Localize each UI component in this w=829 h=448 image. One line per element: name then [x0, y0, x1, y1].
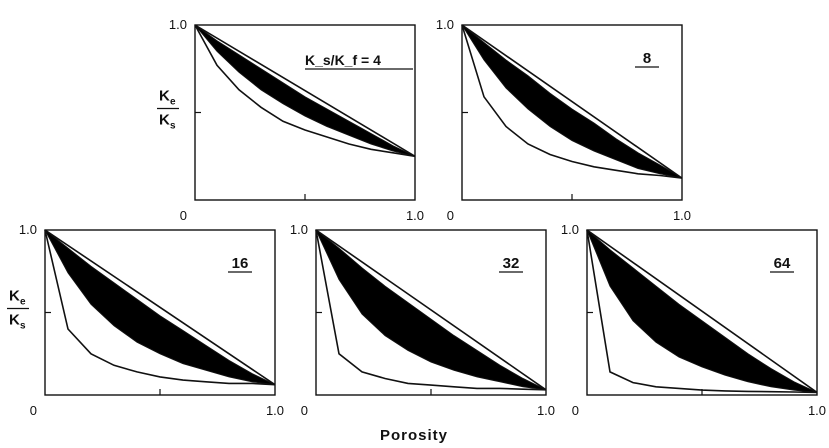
y-tick-label-top: 1.0: [169, 17, 187, 32]
lower-bound-curve: [586, 229, 818, 394]
x-tick-label-end: 1.0: [406, 208, 424, 223]
y-tick-label-top: 1.0: [19, 222, 37, 237]
upper-bound-line: [315, 229, 547, 391]
panel-label: 64: [774, 255, 791, 272]
upper-bound-line: [44, 229, 276, 386]
upper-bound-line: [586, 229, 818, 394]
x-tick-label-end: 1.0: [808, 403, 826, 418]
lower-bound-curve: [44, 229, 276, 386]
y-label-numerator: K: [159, 88, 170, 105]
x-tick-label-end: 1.0: [266, 403, 284, 418]
y-tick-label-top: 1.0: [561, 222, 579, 237]
y-label-denominator: K: [9, 312, 20, 329]
chart-panel-64: 1.0 0 1.0 64: [561, 222, 826, 418]
panel-label: 8: [643, 50, 651, 67]
x-tick-label-start: 0: [180, 208, 187, 223]
y-label-numerator-subscript: e: [170, 97, 176, 108]
chart-panel-4: 1.0 0 1.0 K_s/K_f = 4 K eK s: [157, 17, 424, 223]
upper-bound-line: [461, 24, 683, 179]
y-label-numerator: K: [9, 288, 20, 305]
y-label-denominator: K: [159, 112, 170, 129]
chart-panel-32: 1.0 0 1.0 32: [290, 222, 555, 418]
lower-bound-curve: [194, 24, 416, 158]
chart-panel-8: 1.0 0 1.0 8: [436, 17, 691, 223]
y-label-denominator-subscript: s: [20, 321, 26, 332]
x-tick-label-end: 1.0: [537, 403, 555, 418]
x-tick-label-start: 0: [30, 403, 37, 418]
upper-bound-line: [194, 24, 416, 157]
chart-panel-16: 1.0 0 1.0 16 K eK s: [7, 222, 284, 418]
y-label-numerator-subscript: e: [20, 297, 26, 308]
y-tick-label-top: 1.0: [290, 222, 308, 237]
y-label-denominator-subscript: s: [170, 121, 176, 132]
x-tick-label-start: 0: [301, 403, 308, 418]
lower-bound-curve: [461, 24, 683, 179]
x-tick-label-end: 1.0: [673, 208, 691, 223]
x-tick-label-start: 0: [447, 208, 454, 223]
panel-label: 16: [232, 255, 249, 272]
lower-bound-curve: [315, 229, 547, 391]
x-axis-label: Porosity: [380, 427, 448, 444]
panel-label: K_s/K_f = 4: [305, 52, 381, 68]
y-tick-label-top: 1.0: [436, 17, 454, 32]
panel-label: 32: [503, 255, 520, 272]
x-tick-label-start: 0: [572, 403, 579, 418]
